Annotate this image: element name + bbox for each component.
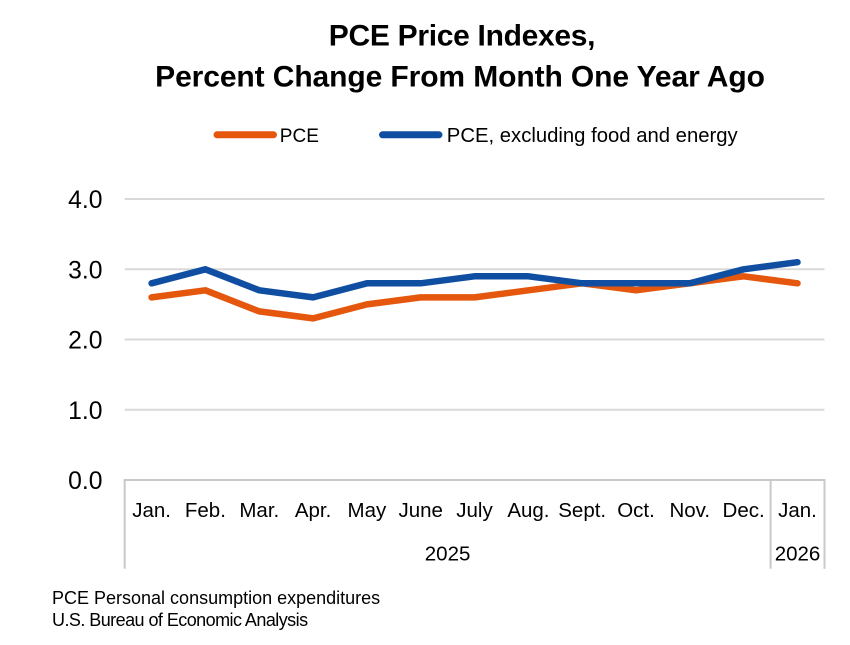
svg-text:June: June [398,499,442,522]
svg-text:U.S. Bureau of Economic Analys: U.S. Bureau of Economic Analysis [52,610,308,630]
svg-text:2025: 2025 [425,543,471,566]
svg-text:PCE Price Indexes,: PCE Price Indexes, [329,19,595,52]
svg-text:3.0: 3.0 [68,257,102,284]
svg-text:May: May [348,499,387,522]
svg-text:Oct.: Oct. [617,499,655,522]
svg-text:0.0: 0.0 [68,468,102,495]
svg-text:Nov.: Nov. [669,499,710,522]
svg-text:PCE: PCE [280,126,319,147]
svg-text:PCE Personal consumption expen: PCE Personal consumption expenditures [52,588,380,608]
svg-text:Dec.: Dec. [723,499,765,522]
svg-text:July: July [456,499,493,522]
svg-text:1.0: 1.0 [68,398,102,425]
svg-text:Jan.: Jan. [778,499,817,522]
svg-text:Apr.: Apr. [295,499,331,522]
svg-text:Mar.: Mar. [239,499,279,522]
svg-text:2.0: 2.0 [68,328,102,355]
svg-text:PCE, excluding food and energy: PCE, excluding food and energy [447,125,739,147]
svg-text:Sept.: Sept. [558,499,606,522]
svg-text:Aug.: Aug. [507,499,549,522]
svg-text:Percent Change From Month One: Percent Change From Month One Year Ago [155,60,765,93]
svg-text:Jan.: Jan. [132,499,171,522]
svg-text:2026: 2026 [775,543,821,566]
svg-text:4.0: 4.0 [68,187,102,214]
svg-text:Feb.: Feb. [185,499,226,522]
